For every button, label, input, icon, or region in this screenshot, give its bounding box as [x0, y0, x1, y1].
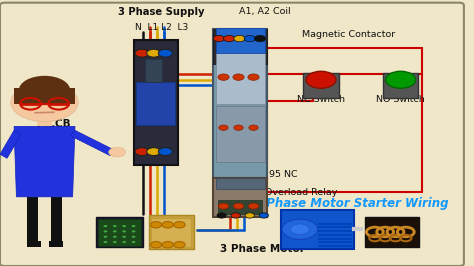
Circle shape	[103, 236, 107, 238]
Circle shape	[113, 236, 117, 238]
Circle shape	[146, 148, 161, 156]
Polygon shape	[0, 130, 21, 158]
Text: MCCB: MCCB	[37, 119, 71, 129]
Circle shape	[158, 49, 173, 57]
Circle shape	[113, 225, 117, 227]
Circle shape	[162, 242, 173, 248]
Circle shape	[150, 242, 162, 248]
Circle shape	[255, 35, 266, 42]
FancyBboxPatch shape	[14, 88, 75, 104]
FancyBboxPatch shape	[27, 197, 38, 245]
FancyBboxPatch shape	[134, 40, 178, 165]
Circle shape	[224, 35, 235, 42]
Text: 3 Phase Motor Starter Wiring: 3 Phase Motor Starter Wiring	[254, 197, 449, 210]
FancyBboxPatch shape	[281, 210, 354, 249]
FancyBboxPatch shape	[99, 219, 141, 246]
Circle shape	[146, 49, 161, 57]
FancyBboxPatch shape	[216, 178, 265, 189]
Circle shape	[103, 241, 107, 243]
FancyBboxPatch shape	[51, 197, 62, 245]
Circle shape	[218, 74, 229, 80]
Circle shape	[19, 76, 70, 105]
Circle shape	[103, 230, 107, 232]
Circle shape	[248, 203, 259, 209]
Text: 3 Phase Motor: 3 Phase Motor	[220, 244, 305, 254]
FancyBboxPatch shape	[137, 82, 175, 125]
Circle shape	[217, 213, 226, 218]
Circle shape	[113, 230, 117, 232]
Circle shape	[291, 224, 309, 235]
Circle shape	[158, 148, 173, 156]
FancyBboxPatch shape	[383, 73, 419, 98]
Circle shape	[11, 83, 78, 122]
Circle shape	[122, 236, 126, 238]
Text: A1, A2 Coil: A1, A2 Coil	[239, 7, 291, 16]
Circle shape	[244, 35, 255, 42]
Circle shape	[132, 236, 136, 238]
Circle shape	[248, 74, 259, 80]
Circle shape	[122, 241, 126, 243]
Circle shape	[306, 71, 336, 88]
Circle shape	[234, 125, 243, 130]
Circle shape	[213, 35, 225, 42]
Text: Overload Relay: Overload Relay	[265, 188, 337, 197]
FancyBboxPatch shape	[151, 218, 191, 247]
Circle shape	[113, 241, 117, 243]
Circle shape	[174, 222, 185, 228]
FancyBboxPatch shape	[0, 3, 464, 266]
Circle shape	[132, 241, 136, 243]
FancyBboxPatch shape	[213, 178, 267, 217]
Polygon shape	[70, 130, 115, 156]
Circle shape	[233, 74, 244, 80]
Circle shape	[219, 203, 228, 209]
Text: NC Switch: NC Switch	[297, 95, 345, 104]
Text: N  L1 L2  L3: N L1 L2 L3	[135, 23, 188, 32]
Circle shape	[122, 230, 126, 232]
Circle shape	[219, 125, 228, 130]
Circle shape	[103, 225, 107, 227]
FancyBboxPatch shape	[365, 217, 419, 247]
Circle shape	[135, 49, 149, 57]
Text: 3 Phase Supply: 3 Phase Supply	[118, 7, 205, 17]
Circle shape	[259, 213, 268, 218]
Text: NO: NO	[249, 111, 264, 121]
FancyBboxPatch shape	[145, 59, 162, 82]
FancyBboxPatch shape	[27, 241, 41, 247]
FancyBboxPatch shape	[216, 28, 265, 53]
Circle shape	[135, 148, 149, 156]
Circle shape	[233, 203, 244, 209]
FancyBboxPatch shape	[49, 241, 63, 247]
Text: Magnetic Contactor: Magnetic Contactor	[302, 30, 395, 39]
Circle shape	[234, 35, 245, 42]
Circle shape	[249, 125, 258, 130]
FancyBboxPatch shape	[303, 73, 339, 98]
FancyBboxPatch shape	[96, 217, 143, 247]
Circle shape	[245, 213, 255, 218]
Polygon shape	[14, 126, 75, 197]
Circle shape	[122, 225, 126, 227]
FancyBboxPatch shape	[213, 29, 267, 178]
Circle shape	[162, 222, 173, 228]
Circle shape	[386, 71, 416, 88]
Circle shape	[231, 213, 240, 218]
Text: NO Switch: NO Switch	[376, 95, 425, 104]
Circle shape	[174, 242, 185, 248]
FancyBboxPatch shape	[216, 106, 265, 162]
FancyBboxPatch shape	[213, 29, 267, 64]
Circle shape	[150, 222, 162, 228]
Circle shape	[282, 219, 318, 239]
FancyBboxPatch shape	[37, 114, 52, 126]
FancyBboxPatch shape	[216, 53, 265, 104]
FancyBboxPatch shape	[149, 215, 193, 249]
FancyBboxPatch shape	[218, 200, 263, 214]
Circle shape	[132, 230, 136, 232]
Circle shape	[132, 225, 136, 227]
Circle shape	[109, 147, 126, 157]
Text: 95 NC: 95 NC	[269, 170, 298, 179]
